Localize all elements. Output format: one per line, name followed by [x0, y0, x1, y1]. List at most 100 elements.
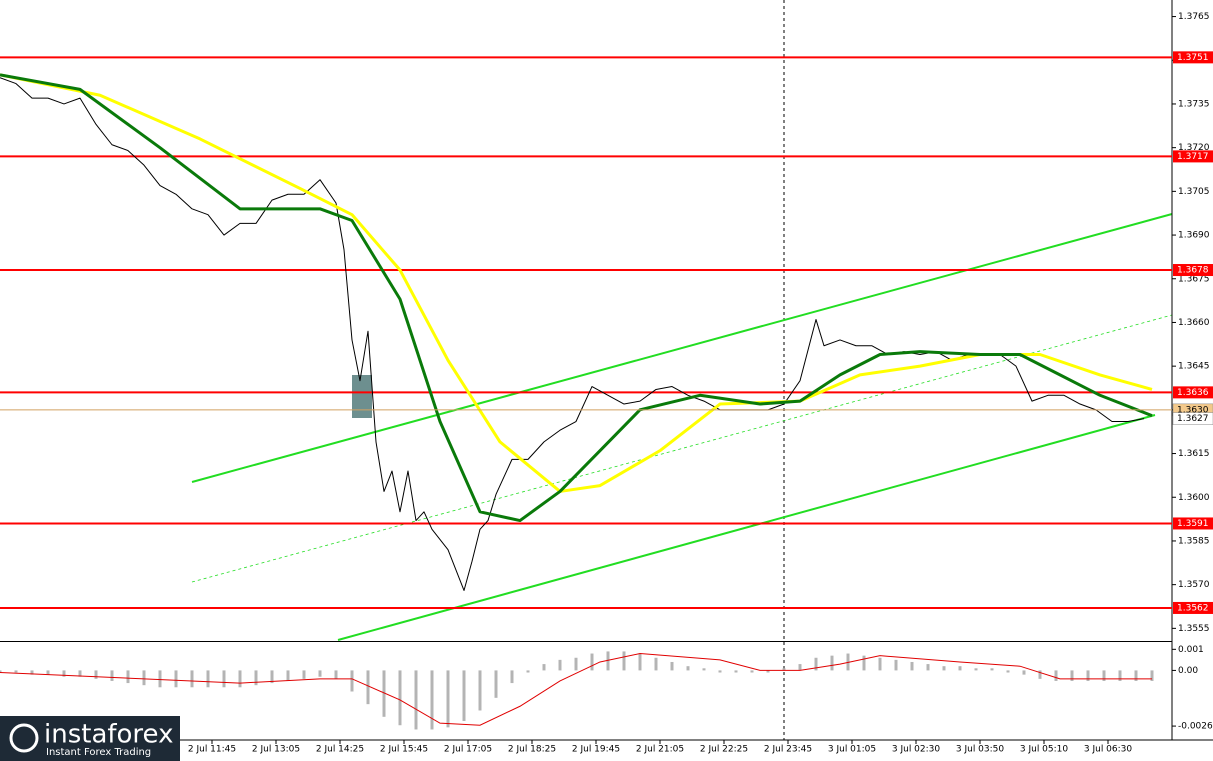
macd-bar: [366, 670, 370, 705]
macd-bar: [878, 657, 882, 671]
macd-bar: [894, 659, 898, 671]
macd-bar: [862, 655, 866, 671]
macd-bar: [1006, 670, 1010, 673]
macd-bar: [926, 664, 930, 671]
macd-bar: [750, 670, 754, 673]
macd-bar: [798, 664, 802, 671]
macd-bar: [30, 670, 34, 675]
y-tick-label: 1.3555: [1178, 624, 1210, 634]
y-tick-label: 1.3735: [1178, 99, 1210, 109]
channel-mid-line: [191, 314, 1173, 583]
level-label: 1.3562: [1177, 603, 1209, 613]
x-tick-label: 3 Jul 06:30: [1084, 745, 1133, 755]
level-label-box: [1173, 264, 1213, 277]
macd-bar: [222, 670, 226, 688]
x-tick-label: 3 Jul 02:30: [892, 745, 941, 755]
macd-bar: [1038, 670, 1042, 679]
x-tick-label: 2 Jul 13:05: [252, 745, 300, 755]
level-label: 1.3751: [1177, 53, 1209, 63]
y-tick-label: 1.3690: [1178, 231, 1210, 241]
macd-bar: [238, 670, 242, 688]
macd-bar: [1150, 670, 1154, 681]
macd-bar: [1022, 670, 1026, 675]
macd-bar: [830, 655, 834, 671]
macd-bar: [414, 670, 418, 730]
macd-bar: [638, 653, 642, 671]
y-tick-label: 1.3720: [1178, 143, 1210, 153]
price-label: 1.3630: [1177, 405, 1209, 415]
level-label-box: [1173, 386, 1213, 399]
macd-bar: [478, 670, 482, 711]
macd-bar: [526, 670, 530, 673]
macd-bar: [302, 670, 306, 679]
level-label: 1.3678: [1177, 266, 1209, 276]
x-tick-label: 3 Jul 03:50: [956, 745, 1005, 755]
macd-bar: [702, 668, 706, 671]
macd-bar: [1086, 670, 1090, 681]
macd-bar: [1102, 670, 1106, 681]
macd-bar: [814, 657, 818, 671]
level-label-box: [1173, 601, 1213, 614]
macd-bar: [0, 670, 2, 673]
y-tick-label: 1.3600: [1178, 493, 1210, 503]
logo: instaforex Instant Forex Trading: [0, 716, 180, 761]
macd-bar: [430, 670, 434, 730]
signal-line: [0, 653, 1152, 726]
macd-bar: [110, 670, 114, 681]
macd-bar: [574, 657, 578, 671]
macd-bar: [350, 670, 354, 692]
x-tick-label: 2 Jul 19:45: [572, 745, 620, 755]
macd-bar: [334, 670, 338, 679]
x-tick-label: 2 Jul 23:45: [764, 745, 812, 755]
macd-bar: [1134, 670, 1138, 681]
x-tick-label: 3 Jul 05:10: [1020, 745, 1069, 755]
x-tick-label: 2 Jul 17:05: [444, 745, 492, 755]
price-label-box: [1172, 412, 1213, 425]
macd-bar: [974, 668, 978, 671]
y-tick-label: 1.3675: [1178, 274, 1210, 284]
y-tick-label: 0.00: [1178, 666, 1198, 676]
y-tick-label: 1.3705: [1178, 187, 1210, 197]
macd-bar: [558, 659, 562, 671]
macd-bar: [494, 670, 498, 698]
y-tick-label: 0.001: [1178, 645, 1204, 655]
macd-bar: [446, 670, 450, 728]
channel-line: [191, 213, 1173, 483]
level-label: 1.3591: [1177, 519, 1209, 529]
macd-bar: [782, 668, 786, 671]
price-label: 1.3627: [1177, 414, 1209, 424]
x-tick-label: 2 Jul 11:45: [188, 745, 236, 755]
level-label-box: [1173, 150, 1213, 163]
channel-line: [337, 414, 1156, 641]
y-tick-label: -0.00264: [1178, 722, 1213, 732]
macd-bar: [286, 670, 290, 681]
macd-bar: [174, 670, 178, 688]
highlight-box: [352, 375, 372, 418]
y-tick-label: 1.3615: [1178, 449, 1210, 459]
x-tick-label: 2 Jul 15:45: [380, 745, 428, 755]
macd-bar: [718, 670, 722, 673]
layout: [191, 0, 1173, 740]
macd-bar: [142, 670, 146, 686]
macd-bar: [254, 670, 258, 686]
macd-bar: [910, 661, 914, 671]
macd-bar: [686, 666, 690, 671]
y-tick-label: 1.3660: [1178, 318, 1210, 328]
macd-bar: [734, 670, 738, 673]
level-label: 1.3717: [1177, 152, 1209, 162]
macd-bar: [542, 664, 546, 671]
x-tick-label: 2 Jul 22:25: [700, 745, 748, 755]
x-tick-label: 3 Jul 01:05: [828, 745, 876, 755]
logo-tagline: Instant Forex Trading: [46, 747, 151, 758]
macd-bar: [942, 666, 946, 671]
macd-bar: [766, 670, 770, 673]
macd-bar: [14, 670, 18, 673]
macd-bar: [270, 670, 274, 684]
macd-bar: [158, 670, 162, 688]
macd-bar: [670, 661, 674, 671]
macd-bar: [398, 670, 402, 726]
logo-box: [0, 716, 180, 761]
logo-brand: instaforex: [44, 720, 173, 750]
macd-bar: [78, 670, 82, 677]
